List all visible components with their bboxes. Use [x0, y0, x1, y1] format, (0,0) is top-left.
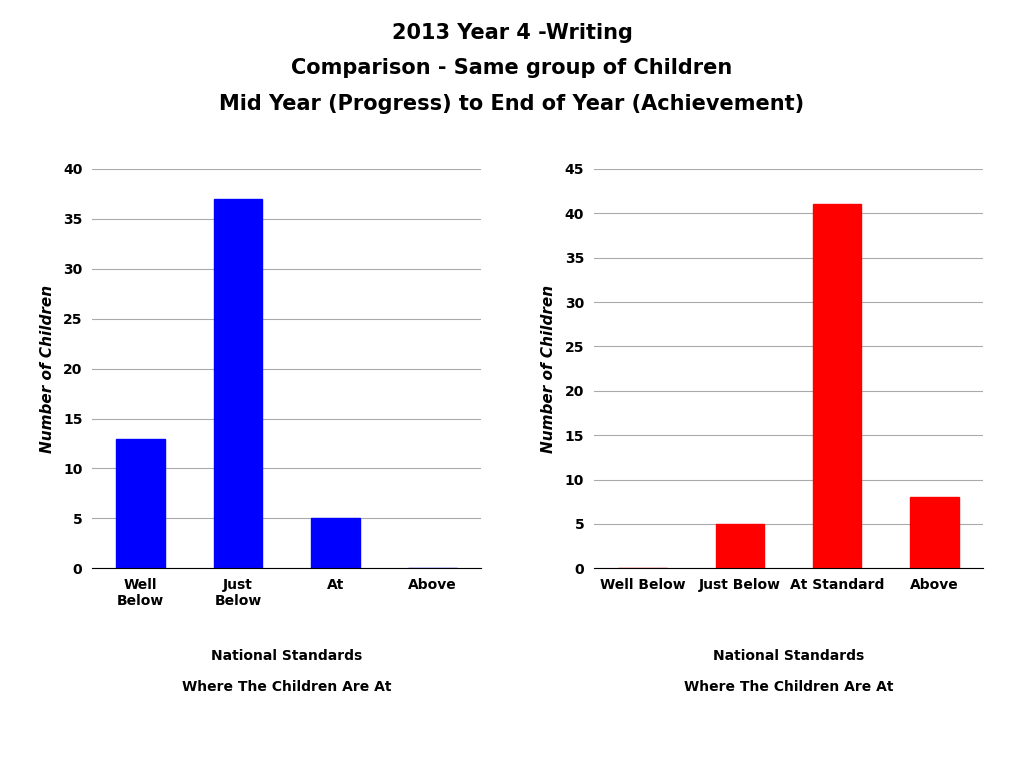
- Text: National Standards: National Standards: [713, 649, 864, 663]
- Bar: [311, 518, 359, 568]
- Text: Where The Children Are At: Where The Children Are At: [684, 680, 893, 694]
- Text: Comparison - Same group of Children: Comparison - Same group of Children: [292, 58, 732, 78]
- Bar: [716, 524, 764, 568]
- Y-axis label: Number of Children: Number of Children: [542, 285, 556, 452]
- Text: Mid Year (Progress) to End of Year (Achievement): Mid Year (Progress) to End of Year (Achi…: [219, 94, 805, 114]
- Text: National Standards: National Standards: [211, 649, 362, 663]
- Text: 2013 Year 4 -Writing: 2013 Year 4 -Writing: [391, 23, 633, 43]
- Bar: [813, 204, 861, 568]
- Y-axis label: Number of Children: Number of Children: [40, 285, 54, 452]
- Bar: [910, 498, 958, 568]
- Bar: [117, 439, 165, 568]
- Bar: [214, 199, 262, 568]
- Text: Where The Children Are At: Where The Children Are At: [182, 680, 391, 694]
